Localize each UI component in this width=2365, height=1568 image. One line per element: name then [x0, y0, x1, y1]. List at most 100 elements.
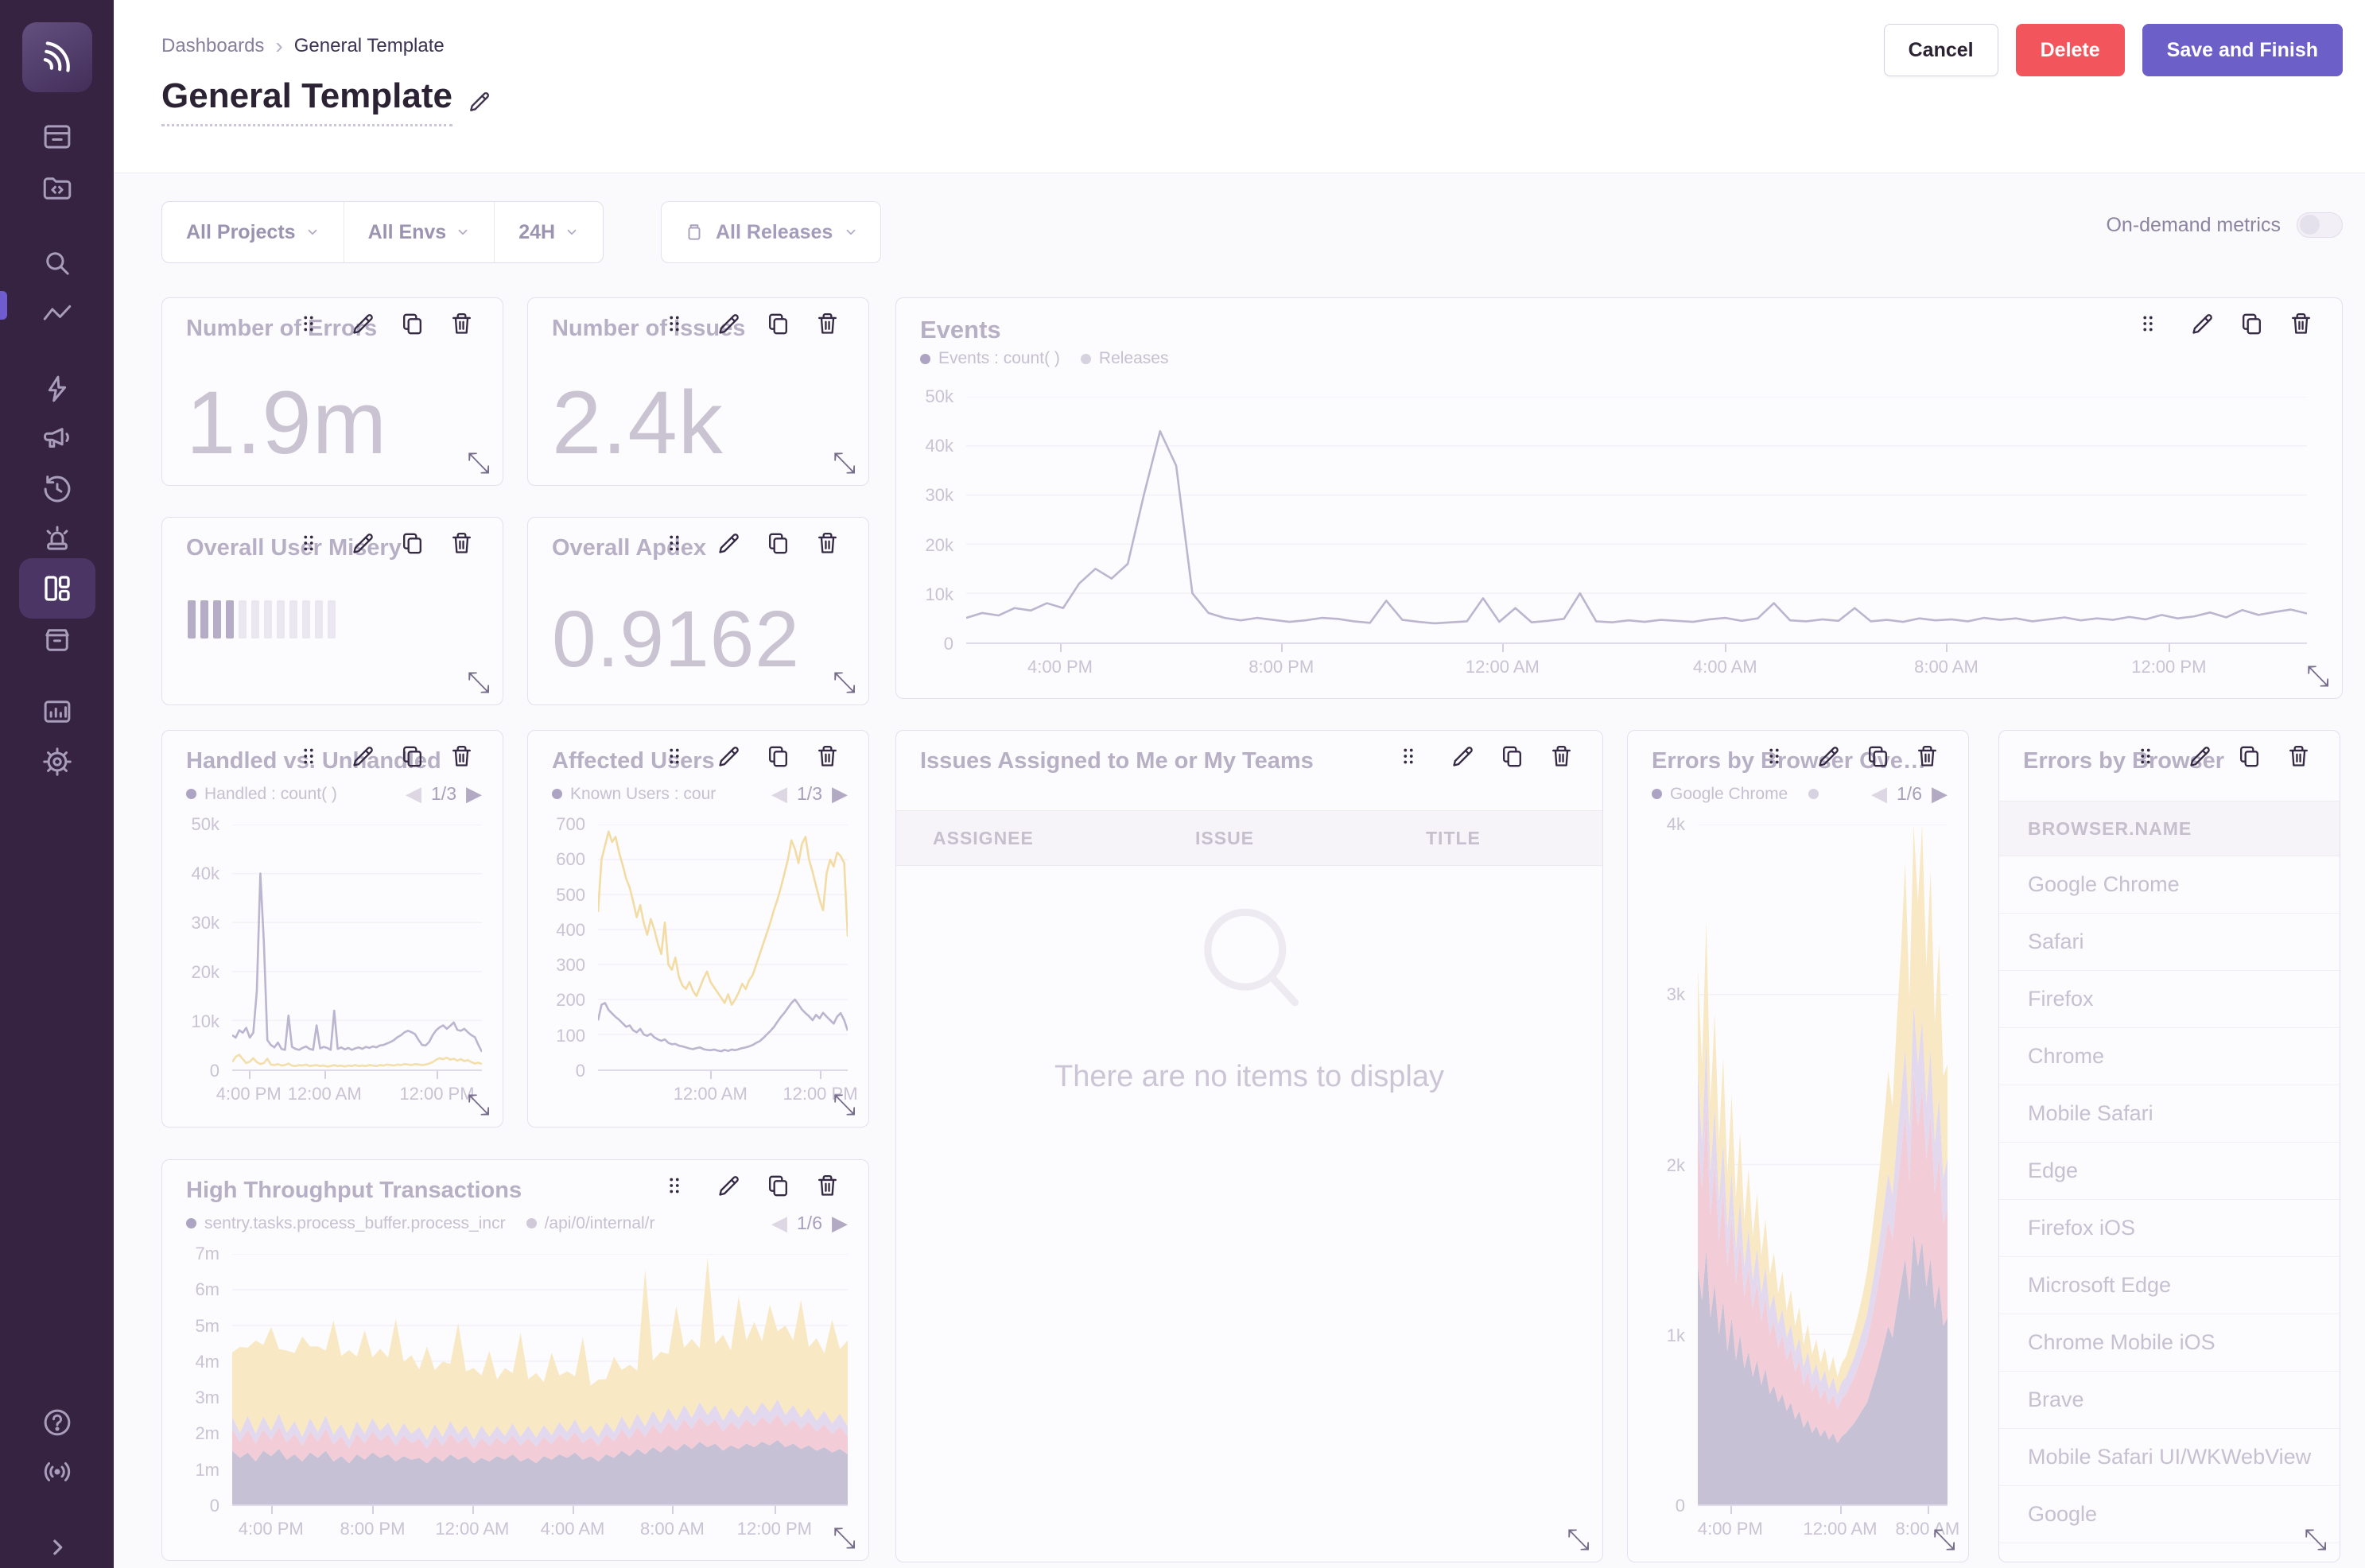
duplicate-widget-button[interactable]: [2237, 309, 2266, 338]
delete-widget-button[interactable]: [2286, 309, 2315, 338]
empty-state: There are no items to display: [896, 898, 1602, 1094]
delete-widget-button[interactable]: [813, 742, 841, 770]
pager-next[interactable]: ▶: [1932, 782, 1948, 805]
pager-prev[interactable]: ◀: [1871, 782, 1888, 805]
pager-next[interactable]: ▶: [832, 782, 848, 805]
delete-widget-button[interactable]: [813, 309, 841, 338]
drag-handle-icon[interactable]: [660, 309, 689, 338]
edit-title-icon[interactable]: [467, 89, 492, 114]
on-demand-toggle[interactable]: [2297, 212, 2343, 238]
drag-handle-icon[interactable]: [1394, 742, 1423, 770]
environments-filter[interactable]: All Envs: [343, 202, 495, 262]
sidebar-item-traces[interactable]: [33, 296, 81, 332]
drag-handle-icon[interactable]: [660, 529, 689, 557]
date-range-filter[interactable]: 24H: [494, 202, 603, 262]
sidebar-item-releases[interactable]: [33, 622, 81, 658]
cancel-button[interactable]: Cancel: [1883, 24, 1998, 76]
resize-handle[interactable]: ⤡: [833, 1088, 856, 1120]
delete-widget-button[interactable]: [1547, 742, 1575, 770]
resize-handle[interactable]: ⤡: [833, 666, 856, 698]
sidebar: [0, 0, 114, 1568]
sidebar-item-projects[interactable]: [33, 170, 81, 207]
resize-handle[interactable]: ⤡: [833, 446, 856, 479]
duplicate-widget-button[interactable]: [763, 309, 792, 338]
drag-handle-icon[interactable]: [2131, 742, 2160, 770]
sidebar-expand-chevron[interactable]: [33, 1529, 81, 1566]
sidebar-item-stats[interactable]: [33, 693, 81, 730]
sidebar-item-explore[interactable]: [33, 245, 81, 281]
edit-widget-button[interactable]: [348, 529, 377, 557]
delete-widget-button[interactable]: [813, 529, 841, 557]
duplicate-widget-button[interactable]: [398, 529, 426, 557]
duplicate-widget-button[interactable]: [763, 1171, 792, 1200]
projects-filter[interactable]: All Projects: [162, 202, 344, 262]
delete-button[interactable]: Delete: [2015, 24, 2125, 76]
edit-widget-button[interactable]: [714, 529, 743, 557]
sidebar-item-settings[interactable]: [33, 743, 81, 780]
duplicate-widget-button[interactable]: [1497, 742, 1526, 770]
edit-widget-button[interactable]: [2188, 309, 2216, 338]
sidebar-item-issues[interactable]: [33, 118, 81, 155]
sidebar-item-dashboards[interactable]: [18, 558, 95, 619]
releases-filter[interactable]: All Releases: [661, 201, 882, 263]
drag-handle-icon[interactable]: [2134, 309, 2162, 338]
edit-widget-button[interactable]: [1814, 742, 1843, 770]
duplicate-widget-button[interactable]: [398, 309, 426, 338]
duplicate-widget-button[interactable]: [763, 529, 792, 557]
sidebar-item-replays[interactable]: [33, 471, 81, 507]
drag-handle-icon[interactable]: [1760, 742, 1788, 770]
save-and-finish-button[interactable]: Save and Finish: [2142, 24, 2343, 76]
drag-handle-icon[interactable]: [294, 529, 323, 557]
widget-title: Number of Issues: [552, 316, 746, 341]
legend-dot: [186, 789, 196, 799]
main-content: Dashboards › General Template General Te…: [114, 0, 2365, 1568]
column-header: ASSIGNEE: [933, 827, 1034, 848]
sidebar-item-feedback[interactable]: [33, 420, 81, 456]
whats-new-icon[interactable]: [33, 1454, 81, 1490]
help-icon[interactable]: [33, 1404, 81, 1441]
duplicate-widget-button[interactable]: [398, 742, 426, 770]
page-title[interactable]: General Template: [161, 76, 452, 126]
pager-prev[interactable]: ◀: [771, 782, 788, 805]
duplicate-widget-button[interactable]: [2235, 742, 2263, 770]
drag-handle-icon[interactable]: [294, 309, 323, 338]
drag-handle-icon[interactable]: [660, 742, 689, 770]
resize-handle[interactable]: ⤡: [833, 1521, 856, 1554]
table-row: Chrome: [1999, 1028, 2340, 1085]
column-header: TITLE: [1426, 827, 1481, 848]
breadcrumb-dashboards[interactable]: Dashboards: [161, 35, 265, 56]
sidebar-item-performance[interactable]: [33, 371, 81, 407]
duplicate-widget-button[interactable]: [1863, 742, 1892, 770]
duplicate-widget-button[interactable]: [763, 742, 792, 770]
delete-widget-button[interactable]: [447, 309, 476, 338]
drag-handle-icon[interactable]: [294, 742, 323, 770]
edit-widget-button[interactable]: [1448, 742, 1477, 770]
edit-widget-button[interactable]: [714, 742, 743, 770]
edit-widget-button[interactable]: [348, 309, 377, 338]
pager-prev[interactable]: ◀: [771, 1211, 788, 1235]
pager-prev[interactable]: ◀: [406, 782, 422, 805]
resize-handle[interactable]: ⤡: [1567, 1523, 1590, 1555]
edit-widget-button[interactable]: [714, 309, 743, 338]
edit-widget-button[interactable]: [714, 1171, 743, 1200]
delete-widget-button[interactable]: [447, 742, 476, 770]
sidebar-item-alerts[interactable]: [33, 520, 81, 557]
sentry-logo[interactable]: [21, 22, 92, 92]
edit-widget-button[interactable]: [348, 742, 377, 770]
resize-handle[interactable]: ⤡: [467, 446, 490, 479]
drag-handle-icon[interactable]: [660, 1171, 689, 1200]
resize-handle[interactable]: ⤡: [467, 1088, 490, 1120]
delete-widget-button[interactable]: [1913, 742, 1941, 770]
resize-handle[interactable]: ⤡: [1932, 1523, 1955, 1555]
delete-widget-button[interactable]: [2284, 742, 2313, 770]
resize-handle[interactable]: ⤡: [467, 666, 490, 698]
delete-widget-button[interactable]: [447, 529, 476, 557]
edit-widget-button[interactable]: [2185, 742, 2214, 770]
resize-handle[interactable]: ⤡: [2304, 1523, 2327, 1555]
column-header: ISSUE: [1195, 827, 1255, 848]
delete-widget-button[interactable]: [813, 1171, 841, 1200]
pager-next[interactable]: ▶: [832, 1211, 848, 1235]
resize-handle[interactable]: ⤡: [2306, 659, 2329, 692]
pager-next[interactable]: ▶: [466, 782, 482, 805]
legend-pager: ◀ 1/6 ▶: [771, 1211, 848, 1235]
